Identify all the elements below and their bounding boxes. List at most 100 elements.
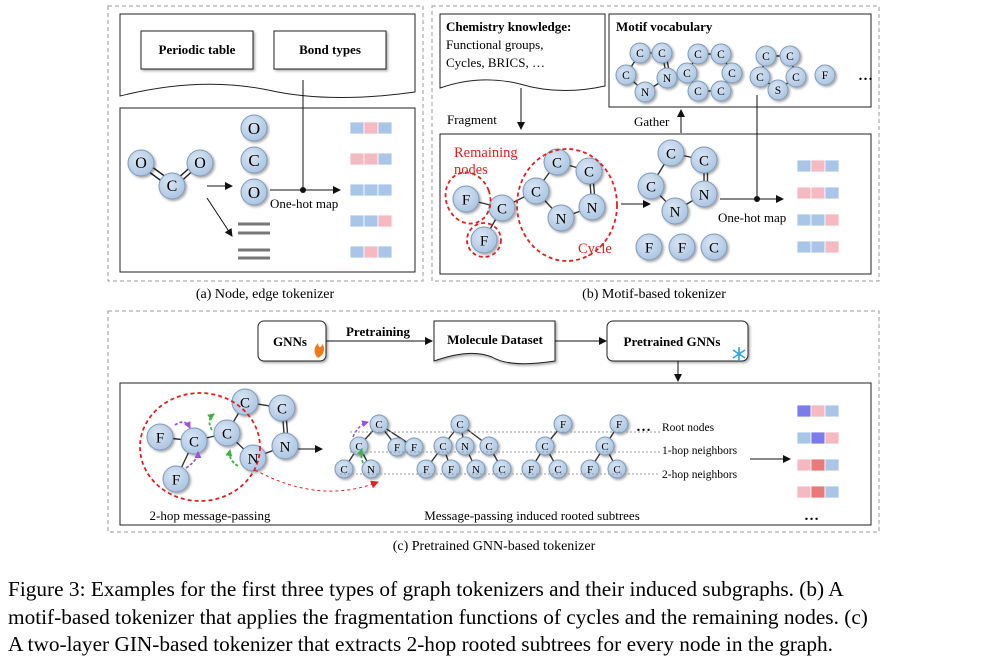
arrow-to-bonds xyxy=(206,197,233,237)
token-ellipsis: … xyxy=(804,508,819,524)
token-b-1 xyxy=(796,186,840,200)
periodic-table-label: Periodic table xyxy=(159,42,236,57)
svg-text:C: C xyxy=(694,49,702,61)
fragment-atom-4: C xyxy=(543,148,571,176)
svg-text:C: C xyxy=(666,146,676,162)
svg-text:N: N xyxy=(587,200,598,216)
fragment-label: Fragment xyxy=(447,112,497,127)
atom-column-a: O C O xyxy=(240,114,268,206)
graph-atom-4: C xyxy=(231,388,259,416)
svg-text:O: O xyxy=(194,155,206,172)
svg-text:S: S xyxy=(775,85,781,97)
svg-text:O: O xyxy=(135,155,147,172)
bond-types-box xyxy=(273,30,387,70)
fragment-atom-1: C xyxy=(488,194,516,222)
svg-text:F: F xyxy=(528,464,534,476)
svg-text:C: C xyxy=(622,70,630,82)
motif1-atom-3: N xyxy=(656,67,678,89)
subtree-1-atom-3: F xyxy=(404,437,424,457)
subtree-4-atom-1: C xyxy=(595,436,615,456)
gnns-label: GNNs xyxy=(273,334,307,349)
subtree-2-atom-4: F xyxy=(416,459,436,479)
motif1-atom-0: C xyxy=(629,42,651,64)
figure-caption: Figure 3: Examples for the first three t… xyxy=(8,576,998,659)
svg-text:C: C xyxy=(646,179,656,195)
motif2-atom-2: C xyxy=(676,62,698,84)
atom-o-right: O xyxy=(186,149,214,177)
chem-title: Chemistry knowledge: xyxy=(446,19,571,34)
caption-b: (b) Motif-based tokenizer xyxy=(582,287,726,302)
svg-text:C: C xyxy=(762,51,770,63)
svg-text:C: C xyxy=(636,48,644,60)
pretraining-label: Pretraining xyxy=(346,324,411,339)
graph-atom-7: N xyxy=(239,444,267,472)
level-guides xyxy=(340,431,660,475)
svg-text:C: C xyxy=(756,72,764,84)
cycle-atom-2: C xyxy=(637,172,665,200)
two-hop-dash xyxy=(139,392,261,502)
svg-text:C: C xyxy=(552,155,562,171)
fire-icon xyxy=(314,343,325,358)
subtree-3-atom-2: F xyxy=(521,459,541,479)
cycle-atom-0: C xyxy=(657,139,685,167)
svg-text:N: N xyxy=(670,204,681,220)
motif3-atom-4: C xyxy=(785,66,807,88)
molecule-dataset-shape xyxy=(433,320,556,365)
fragment-atom-3: C xyxy=(522,177,550,205)
remaining-nodes-dash-1 xyxy=(444,171,492,225)
fragment-atom-6: N xyxy=(578,193,606,221)
graph-atom-3: C xyxy=(213,419,241,447)
svg-text:O: O xyxy=(248,183,260,202)
token-stack-a xyxy=(349,121,393,259)
svg-text:C: C xyxy=(786,51,794,63)
red-dashed-arrow xyxy=(254,469,379,492)
subtree-2-atom-2: N xyxy=(455,436,475,456)
motif-ellipsis: … xyxy=(858,68,873,84)
token-a-0 xyxy=(349,121,393,135)
motif2-atom-3: C xyxy=(721,62,743,84)
svg-text:N: N xyxy=(472,464,480,476)
subtree-4-atom-0: F xyxy=(609,414,629,434)
motif1-atom-4: N xyxy=(634,81,656,103)
motif2-atom-4: C xyxy=(687,80,709,102)
svg-text:C: C xyxy=(497,201,507,217)
svg-text:F: F xyxy=(394,442,400,454)
svg-text:C: C xyxy=(601,441,608,453)
motif4-atom: F xyxy=(814,64,836,86)
junction-dot-b xyxy=(754,196,760,202)
subtree-1-atom-4: C xyxy=(334,459,354,479)
bond-types-label: Bond types xyxy=(299,42,361,57)
svg-text:F: F xyxy=(645,240,653,256)
pretrained-gnns-label: Pretrained GNNs xyxy=(624,334,721,349)
atom-o-3: O xyxy=(240,178,268,206)
svg-text:F: F xyxy=(616,419,622,431)
svg-text:C: C xyxy=(658,48,666,60)
svg-text:C: C xyxy=(498,464,505,476)
subtree-2-atom-0: C xyxy=(450,414,470,434)
single-atom-1: F xyxy=(668,233,696,261)
svg-text:F: F xyxy=(462,192,470,208)
graph-atom-5: C xyxy=(268,394,296,422)
periodic-table-box xyxy=(140,30,254,70)
fragment-atom-5: C xyxy=(575,157,603,185)
svg-text:F: F xyxy=(411,442,417,454)
svg-text:C: C xyxy=(717,86,725,98)
subtree-2-atom-3: C xyxy=(479,436,499,456)
token-c-1 xyxy=(796,431,840,445)
svg-text:C: C xyxy=(222,426,232,442)
svg-text:C: C xyxy=(439,441,446,453)
svg-text:N: N xyxy=(461,441,469,453)
cycle-atom-1: C xyxy=(690,146,718,174)
token-c-2 xyxy=(796,458,840,472)
svg-text:N: N xyxy=(663,73,672,85)
cycle-atom-4: N xyxy=(661,197,689,225)
token-a-1 xyxy=(349,152,393,166)
svg-text:C: C xyxy=(355,441,362,453)
chem-line2: Cycles, BRICS, … xyxy=(446,55,545,70)
subtree-1-atom-2: F xyxy=(387,437,407,457)
cycle-label: Cycle xyxy=(578,241,612,257)
motif2-atom-1: C xyxy=(710,43,732,65)
motif1-atom-2: C xyxy=(615,64,637,86)
